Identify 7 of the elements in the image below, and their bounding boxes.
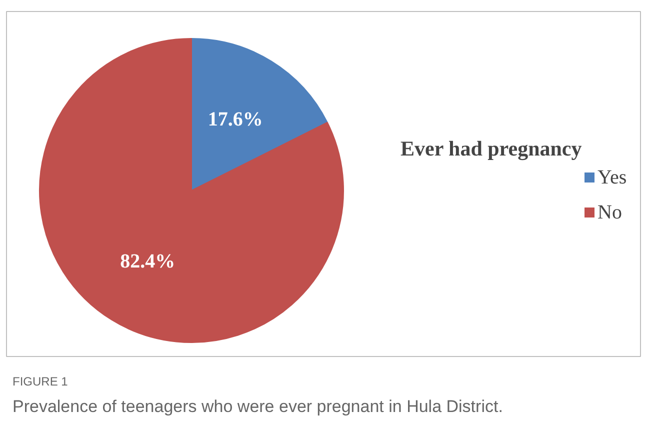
- data-label: 17.6%: [208, 108, 263, 130]
- legend-label: No: [598, 202, 622, 224]
- legend-label: Yes: [598, 166, 627, 188]
- legend-title: Ever had pregnancy: [400, 136, 582, 160]
- text: Prevalence of teenagers who were ever pregnant in Hula District.: [12, 397, 503, 416]
- caption: FIGURE 1: [12, 374, 68, 388]
- data-label: 82.4%: [120, 250, 176, 273]
